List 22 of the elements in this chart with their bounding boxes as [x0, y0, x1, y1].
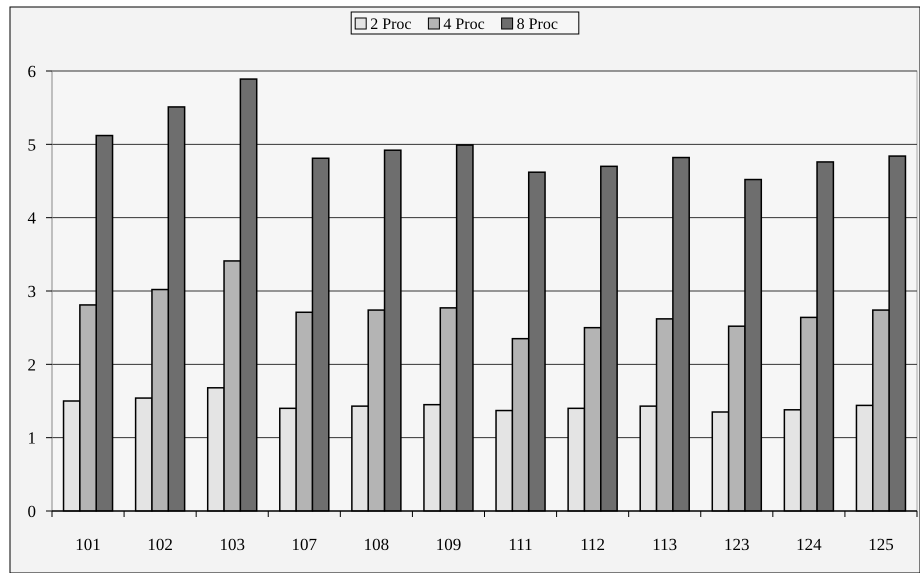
x-tick-label: 123	[724, 535, 750, 554]
x-tick-label: 111	[508, 535, 533, 554]
x-tick-label: 113	[652, 535, 678, 554]
x-tick-label: 102	[147, 535, 173, 554]
y-tick-label: 5	[28, 135, 36, 154]
x-tick-label: 103	[219, 535, 245, 554]
y-tick-label: 4	[28, 208, 36, 228]
x-tick-label: 112	[580, 535, 606, 554]
y-tick-label: 2	[28, 355, 36, 374]
x-tick-label: 124	[796, 535, 822, 554]
x-tick-label: 125	[868, 535, 894, 554]
legend-label: 8 Proc	[516, 16, 558, 33]
y-tick-label: 1	[28, 428, 36, 448]
x-tick-label: 108	[364, 535, 390, 554]
x-tick-label: 109	[436, 535, 462, 554]
legend-label: 2 Proc	[370, 16, 412, 33]
x-tick-label: 107	[292, 535, 318, 554]
y-tick-label: 0	[28, 502, 36, 521]
legend-label: 4 Proc	[443, 16, 485, 33]
x-tick-label: 101	[75, 535, 101, 554]
y-tick-label: 6	[28, 62, 36, 81]
y-tick-label: 3	[28, 282, 36, 301]
